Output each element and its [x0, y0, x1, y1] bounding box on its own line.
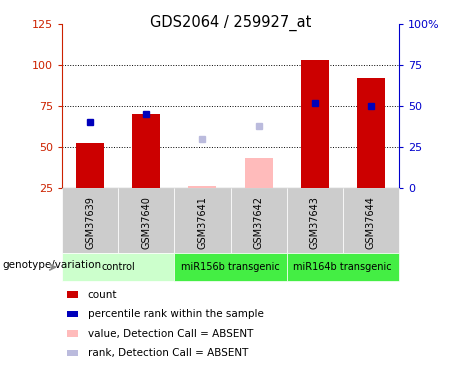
Text: GSM37641: GSM37641	[197, 196, 207, 249]
Text: GSM37642: GSM37642	[254, 196, 264, 249]
Text: genotype/variation: genotype/variation	[2, 260, 101, 270]
Bar	[244, 158, 272, 188]
Text: miR164b transgenic: miR164b transgenic	[293, 262, 392, 272]
Text: value, Detection Call = ABSENT: value, Detection Call = ABSENT	[88, 328, 253, 339]
Bar	[189, 186, 217, 188]
Bar	[76, 144, 104, 188]
Bar	[132, 114, 160, 188]
Text: GSM37639: GSM37639	[85, 196, 95, 249]
Text: GDS2064 / 259927_at: GDS2064 / 259927_at	[150, 15, 311, 31]
Text: rank, Detection Call = ABSENT: rank, Detection Call = ABSENT	[88, 348, 248, 358]
Text: count: count	[88, 290, 117, 300]
Bar	[301, 60, 329, 188]
Text: percentile rank within the sample: percentile rank within the sample	[88, 309, 264, 319]
Text: miR156b transgenic: miR156b transgenic	[181, 262, 280, 272]
Text: GSM37640: GSM37640	[142, 196, 151, 249]
Text: GSM37644: GSM37644	[366, 196, 376, 249]
Text: control: control	[101, 262, 135, 272]
Text: GSM37643: GSM37643	[310, 196, 319, 249]
Bar	[357, 78, 385, 188]
